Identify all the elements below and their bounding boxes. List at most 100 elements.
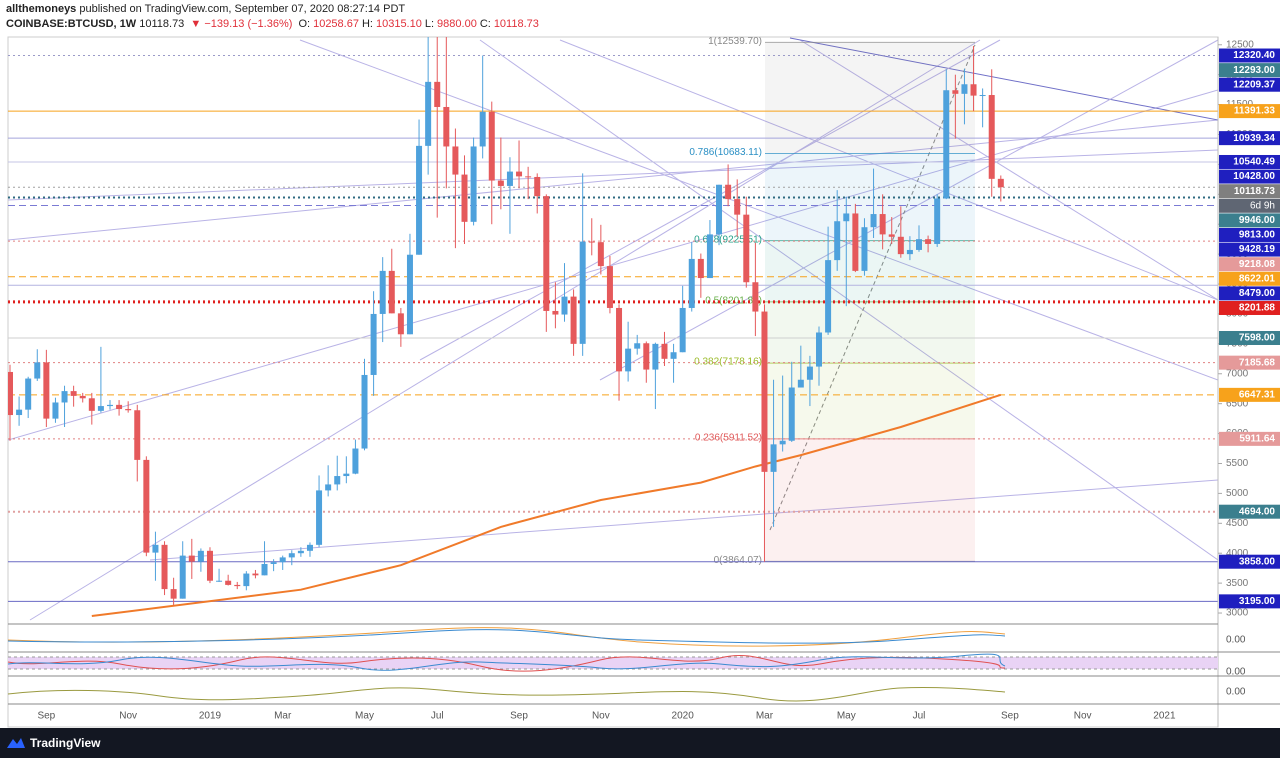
candle-body: [134, 410, 141, 460]
candle-body: [652, 343, 659, 370]
price-box-label: 10118.73: [1234, 186, 1276, 197]
x-tick-label: Jul: [431, 711, 444, 722]
fib-zone: [765, 240, 975, 302]
candle-body: [843, 213, 850, 222]
candle-body: [470, 146, 477, 222]
candle-body: [197, 550, 204, 562]
symbol-line: COINBASE:BTCUSD, 1W 10118.73 ▼ −139.13 (…: [6, 18, 545, 30]
candle-body: [79, 395, 86, 399]
candle-body: [288, 553, 295, 558]
candle-body: [861, 227, 868, 271]
price-box: [1219, 355, 1280, 370]
published: published on TradingView.com, September …: [79, 3, 406, 15]
candle-body: [570, 296, 577, 344]
candle-body: [697, 258, 704, 279]
candle-body: [306, 544, 313, 551]
y-tick-label: 5000: [1226, 488, 1249, 499]
price-box: [1219, 63, 1280, 78]
candle-body: [125, 409, 132, 411]
candle-body: [370, 313, 377, 375]
ohlc-value: 9880.00: [437, 18, 477, 30]
price-box-label: 8622.01: [1239, 273, 1276, 284]
candle-body: [61, 391, 68, 403]
candle-body: [379, 270, 386, 314]
candle-body: [388, 270, 395, 314]
candle-body: [670, 352, 677, 359]
candle-body: [943, 90, 950, 199]
candle-body: [161, 544, 168, 590]
y-tick-label: 3500: [1226, 578, 1249, 589]
x-tick-label: Jul: [913, 711, 926, 722]
candle-body: [352, 448, 359, 474]
candle-body: [43, 362, 50, 419]
candle-body: [561, 296, 568, 315]
candle-body: [97, 406, 104, 411]
x-tick-label: 2021: [1153, 711, 1176, 722]
candle-body: [461, 174, 468, 222]
price-box: [1219, 169, 1280, 184]
price-box-label: 8201.88: [1239, 303, 1276, 314]
price-box-label: 9428.19: [1239, 244, 1276, 255]
price-box-label: 8479.00: [1239, 288, 1276, 299]
candle-body: [488, 111, 495, 181]
author: allthemoneys: [6, 3, 77, 15]
ohlc: O: 10258.67 H: 10315.10 L: 9880.00 C: 10118.73: [298, 18, 541, 30]
candle-body: [797, 379, 804, 388]
candle-body: [316, 490, 323, 545]
candle-body: [25, 378, 32, 410]
candle-body: [879, 214, 886, 235]
candle-body: [579, 241, 586, 344]
candle-body: [588, 241, 595, 243]
symbol: COINBASE:BTCUSD, 1W: [6, 18, 137, 30]
price-change: ▼ −139.13 (−1.36%): [190, 18, 293, 30]
candle-body: [279, 557, 286, 563]
last-price: 10118.73: [139, 18, 185, 30]
candle-body: [497, 180, 504, 186]
candle-body: [152, 544, 159, 553]
publish-line: allthemoneys published on TradingView.co…: [6, 3, 408, 15]
candle-body: [106, 404, 113, 407]
price-box-label: 11391.33: [1234, 106, 1276, 117]
candle-body: [643, 343, 650, 370]
candle-body: [806, 366, 813, 380]
candle-body: [234, 584, 241, 587]
candle-body: [52, 402, 59, 419]
candle-body: [216, 580, 223, 582]
fib-label: 0(3864.07): [714, 555, 762, 566]
candle-body: [770, 444, 777, 472]
price-box: [1219, 131, 1280, 146]
candle-body: [897, 236, 904, 255]
panel-label: 0.00: [1226, 667, 1246, 678]
price-box-label: 12320.40: [1233, 50, 1275, 61]
price-box-label: 3195.00: [1239, 596, 1276, 607]
candle-body: [88, 398, 95, 411]
candle-body: [525, 176, 532, 178]
price-box: [1219, 104, 1280, 119]
candle-body: [734, 199, 741, 215]
trend-lines: [8, 37, 1218, 621]
candle-body: [261, 563, 268, 576]
candle-body: [816, 332, 823, 367]
candle-body: [970, 84, 977, 96]
x-tick-label: May: [837, 711, 856, 722]
candle-body: [516, 171, 523, 177]
candle-body: [452, 146, 459, 175]
price-box: [1219, 504, 1280, 519]
price-box: [1219, 227, 1280, 242]
price-box: [1219, 271, 1280, 286]
panel-label: 0.00: [1226, 635, 1246, 646]
candle-body: [906, 249, 913, 255]
candle-body: [934, 198, 941, 244]
x-tick-label: Mar: [756, 711, 774, 722]
candle-body: [443, 106, 450, 147]
y-tick-label: 3000: [1226, 608, 1249, 619]
candle-body: [825, 260, 832, 333]
candle-body: [243, 573, 250, 587]
price-box-label: 5911.64: [1239, 434, 1275, 445]
y-tick-label: 5500: [1226, 458, 1249, 469]
candle-body: [416, 145, 423, 255]
fib-trend: [769, 44, 976, 531]
candle-body: [16, 409, 23, 416]
price-box: [1219, 431, 1280, 446]
candle-body: [743, 214, 750, 283]
